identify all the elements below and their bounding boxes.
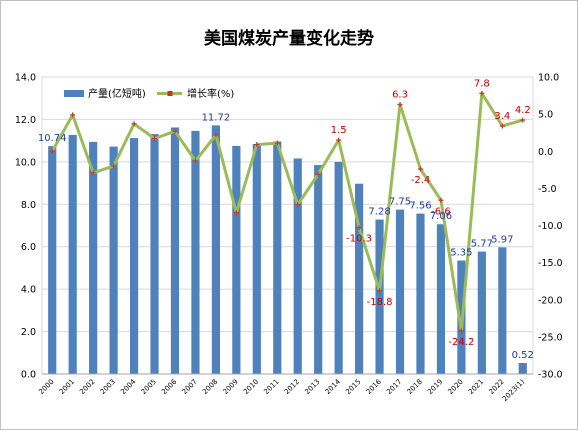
bar <box>355 183 364 374</box>
bar-data-label: 7.56 <box>409 201 431 212</box>
right-axis-tick-label: -30.0 <box>538 370 563 381</box>
bar <box>334 161 343 374</box>
bar <box>498 247 507 374</box>
legend-bar-swatch <box>64 90 84 97</box>
left-axis-tick-label: 8.0 <box>21 200 36 211</box>
bar-data-label: 7.06 <box>430 211 452 222</box>
legend-bar-label: 产量(亿短吨) <box>88 87 146 100</box>
line-data-label: -10.3 <box>346 234 372 245</box>
bar <box>314 165 323 374</box>
line-data-label: 1.5 <box>331 125 347 136</box>
left-axis-tick-label: 10.0 <box>15 157 36 168</box>
bar <box>477 251 486 374</box>
right-axis-tick-label: -10.0 <box>538 221 563 232</box>
chart-title: 美国煤炭产量变化走势 <box>204 28 374 49</box>
bar <box>436 224 446 374</box>
bar-series <box>48 125 527 375</box>
line-data-label: 7.8 <box>474 78 490 89</box>
bar-data-label: 10.74 <box>38 133 67 144</box>
line-data-label: 6.3 <box>392 89 408 100</box>
line-data-label: 4.2 <box>515 105 531 116</box>
bar <box>48 146 57 374</box>
line-data-label: -2.4 <box>411 175 431 186</box>
bar-data-label: 5.77 <box>471 239 493 250</box>
right-axis-tick-label: 5.0 <box>538 110 553 121</box>
line-data-label: -18.8 <box>367 297 393 308</box>
bar <box>395 209 405 374</box>
bar-data-label: 0.52 <box>512 350 534 361</box>
left-axis-tick-label: 0.0 <box>21 370 36 381</box>
right-axis-tick-label: -25.0 <box>538 332 563 343</box>
left-axis-tick-label: 4.0 <box>21 285 36 296</box>
bar <box>170 127 180 375</box>
bar <box>89 141 98 374</box>
right-axis-tick-label: -20.0 <box>538 295 563 306</box>
bar <box>68 134 77 374</box>
legend-line-label: 增长率(%) <box>187 87 234 100</box>
bar <box>375 219 384 374</box>
line-data-label: 3.4 <box>494 111 510 122</box>
left-axis-tick-label: 2.0 <box>21 327 36 338</box>
bar-data-label: 7.28 <box>368 207 390 218</box>
line-data-label: -6.6 <box>431 206 451 217</box>
line-series <box>49 90 526 334</box>
legend-line-marker <box>167 91 173 96</box>
bar <box>416 213 425 374</box>
bar-data-label: 7.75 <box>389 197 411 208</box>
right-axis-tick-label: 0.0 <box>538 147 553 158</box>
line-data-label: -24.2 <box>448 337 474 348</box>
bar <box>211 125 220 375</box>
right-axis-tick-label: -15.0 <box>538 258 563 269</box>
bar <box>150 134 159 374</box>
bar-data-label: 5.35 <box>450 248 472 259</box>
bar <box>129 138 139 374</box>
right-axis-tick-label: -5.0 <box>538 184 557 195</box>
legend: 产量(亿短吨) 增长率(%) <box>64 87 234 100</box>
data-labels: 10.74 11.72 7.287.757.567.06 5.355.775.97 0.… <box>38 78 534 361</box>
bar <box>273 141 282 374</box>
growth-line <box>50 91 524 333</box>
left-axis-tick-label: 6.0 <box>21 242 36 253</box>
bar <box>191 130 200 374</box>
left-axis-tick-label: 14.0 <box>15 73 36 84</box>
bar-data-label: 5.97 <box>491 234 513 245</box>
bar <box>518 362 527 374</box>
left-axis-tick-label: 12.0 <box>15 115 36 126</box>
bar <box>252 144 261 374</box>
bar <box>293 158 302 374</box>
right-axis-tick-label: 10.0 <box>538 73 559 84</box>
bar <box>109 146 118 374</box>
bar-data-label: 11.72 <box>202 112 231 123</box>
bar <box>232 145 241 374</box>
